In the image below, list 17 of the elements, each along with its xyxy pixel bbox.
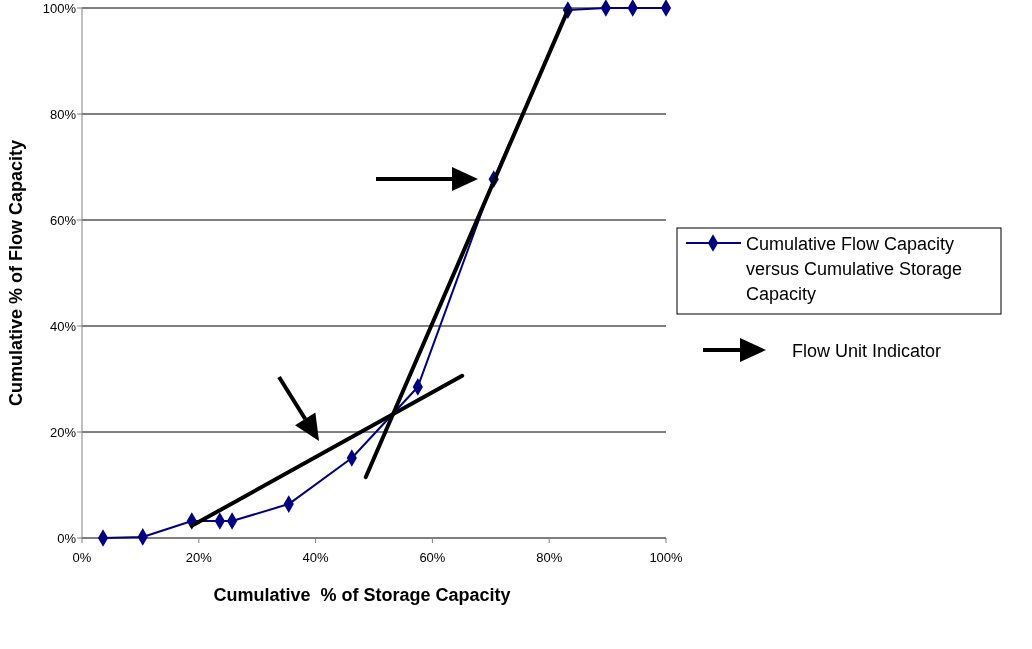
- legend-label: Cumulative Flow Capacity versus Cumulative Storage Capacity: [746, 234, 963, 304]
- x-tick-label: 20%: [185, 550, 213, 565]
- x-tick-label: 100%: [649, 550, 684, 565]
- y-tick-label: 80%: [49, 107, 77, 122]
- y-tick-label: 20%: [49, 425, 77, 440]
- y-tick-label: 40%: [49, 319, 77, 334]
- y-axis-title: Cumulative % of Flow Capacity: [6, 139, 26, 407]
- y-tick-label: 60%: [49, 213, 77, 228]
- x-tick-label: 60%: [419, 550, 446, 565]
- x-tick-label: 80%: [536, 550, 563, 565]
- text: Flow Unit Indicator: [792, 341, 942, 361]
- x-tick-label: 40%: [302, 550, 330, 565]
- x-tick-label: 0%: [72, 550, 92, 565]
- x-axis-title: Cumulative % of Storage Capacity: [213, 585, 511, 605]
- y-tick-label: 0%: [57, 531, 77, 546]
- point: [660, 0, 672, 17]
- y-tick-label: 100%: [42, 1, 77, 16]
